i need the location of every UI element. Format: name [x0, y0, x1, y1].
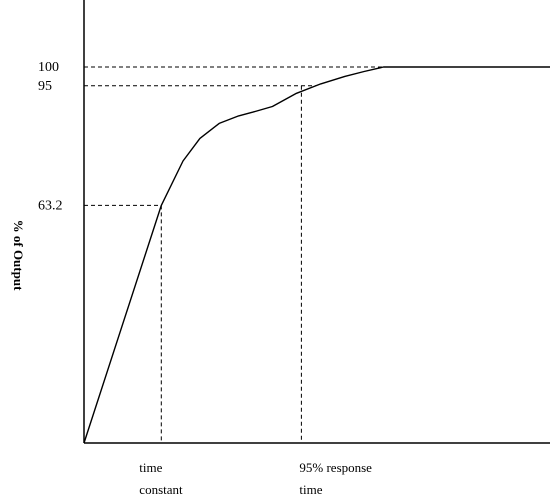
- x-annotation-labels: time constant 95% response time: [139, 460, 372, 497]
- x-annotation-label-line: time: [299, 482, 322, 497]
- y-tick-labels: 100 95 63.2: [38, 60, 63, 213]
- y-tick-label: 100: [38, 60, 59, 75]
- axes: [83, 0, 550, 444]
- x-annotation-label: 95% response time: [299, 460, 372, 497]
- series-layer: [83, 66, 550, 444]
- y-tick-label: 95: [38, 79, 52, 94]
- y-tick-label: 63.2: [38, 198, 63, 213]
- x-annotation-label-line: time: [139, 460, 162, 475]
- x-annotation-label: time constant: [139, 460, 183, 497]
- x-annotation-label-line: constant: [139, 482, 183, 497]
- x-annotation-label-line: 95% response: [299, 460, 372, 475]
- response-curve-0: [83, 66, 550, 444]
- y-axis-title: % of Output: [11, 220, 26, 291]
- guide-lines: [84, 66, 384, 443]
